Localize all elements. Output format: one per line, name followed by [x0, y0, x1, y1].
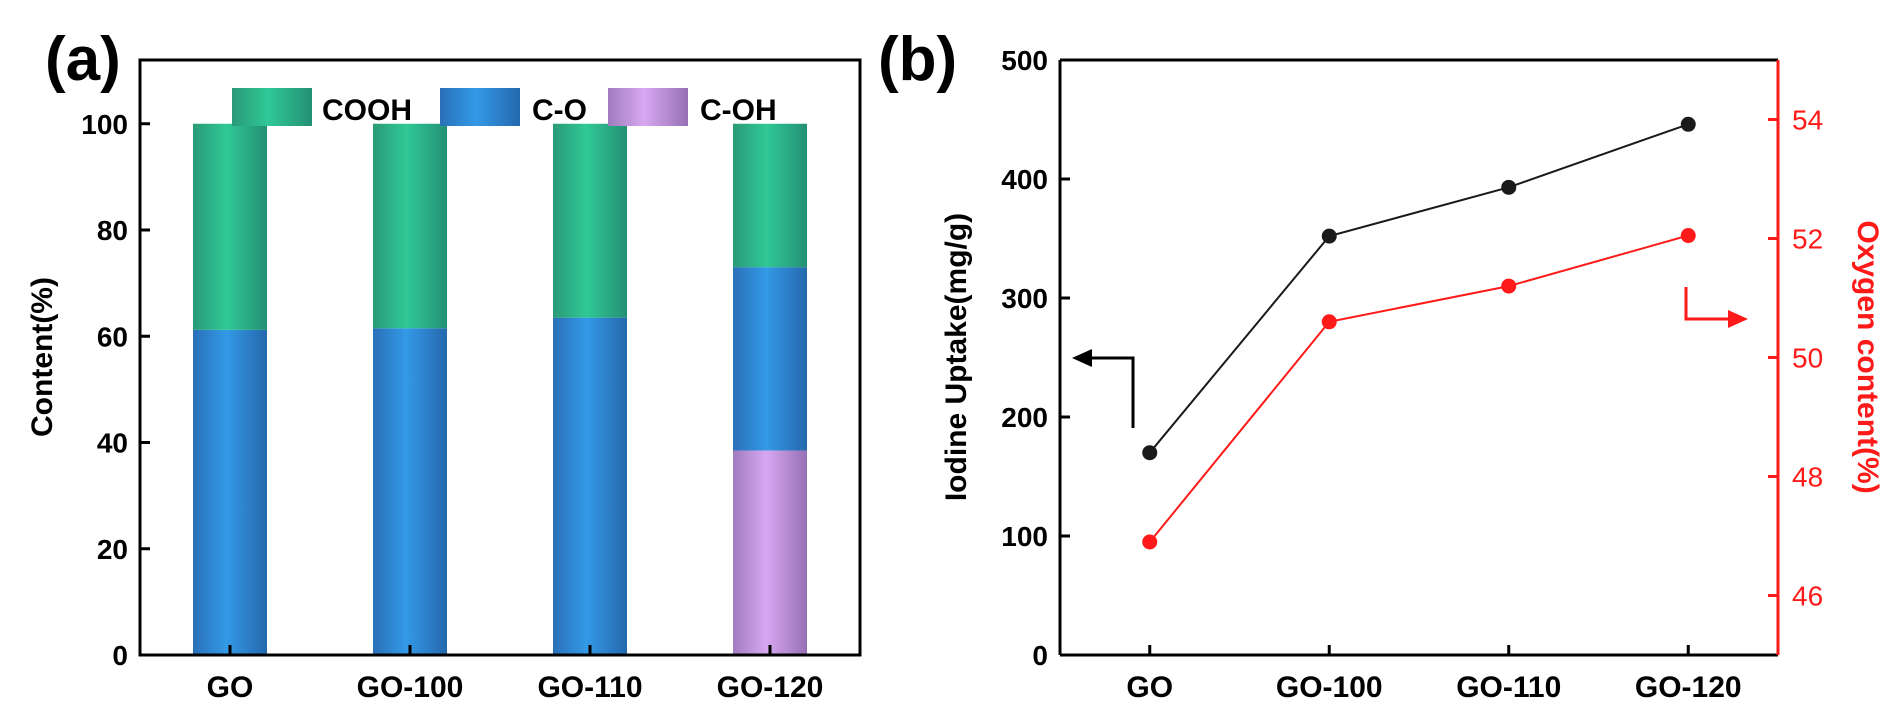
point-iodine-go-100: [1321, 228, 1337, 244]
point-oxygen-go-120: [1680, 228, 1696, 244]
x-tick-label: GO: [1126, 671, 1173, 704]
x-tick-label: GO-110: [1456, 671, 1561, 704]
panel-a-legend: COOH C-O C-OH: [232, 88, 777, 127]
point-iodine-go: [1142, 445, 1158, 461]
y-tick-label: 60: [97, 321, 128, 352]
panel-b-right-y-ticks: 46 48 50 52 54: [1768, 105, 1823, 612]
panel-b-left-y-axis-label: Iodine Uptake(mg/g): [940, 213, 973, 501]
legend-label-cooh: COOH: [322, 94, 412, 127]
bar-c-o-go-100: [373, 328, 447, 655]
x-tick-label: GO-100: [357, 671, 464, 704]
panel-a-plot-frame: [138, 58, 862, 657]
legend-swatch-coh: [608, 88, 688, 126]
panel-b-left-y-ticks: 0 100 200 300 400 500: [1001, 45, 1070, 671]
y-tick-label: 100: [81, 109, 128, 140]
bar-cooh-go-100: [373, 123, 447, 329]
panel-a-stacked-bar-chart: (a) 0 20 40 60 80 100 GO GO-100 GO-110 GO-120 Co…: [26, 25, 862, 704]
legend-label-coh: C-OH: [700, 94, 777, 127]
panel-a-label: (a): [45, 25, 121, 94]
right-y-tick-label: 46: [1792, 581, 1823, 612]
point-iodine-go-120: [1680, 116, 1696, 132]
left-y-tick-label: 300: [1001, 283, 1048, 314]
left-y-tick-label: 400: [1001, 164, 1048, 195]
bar-cooh-go-120: [733, 123, 807, 268]
right-y-tick-label: 52: [1792, 224, 1823, 255]
panel-b-x-ticks: GO GO-100 GO-110 GO-120: [1126, 645, 1742, 704]
y-tick-label: 0: [112, 640, 128, 671]
right-axis-indicator-arrow: [1684, 287, 1748, 328]
x-tick-label: GO-120: [1635, 671, 1742, 704]
point-oxygen-go-110: [1501, 278, 1517, 294]
bar-cooh-go-110: [553, 123, 627, 318]
panel-b-dual-axis-line-chart: (b) 0 100 200 300 400 500 46 48 50 52 54 GO GO-100…: [878, 25, 1884, 704]
bar-c-o-go-110: [553, 317, 627, 655]
legend-swatch-cooh: [232, 88, 312, 126]
x-tick-label: GO-110: [537, 671, 642, 704]
right-y-tick-label: 50: [1792, 343, 1823, 374]
left-axis-indicator-arrow: [1072, 349, 1135, 428]
x-tick-label: GO-100: [1276, 671, 1383, 704]
right-y-tick-label: 48: [1792, 462, 1823, 493]
panel-a-x-ticks: GO GO-100 GO-110 GO-120: [207, 645, 824, 704]
bar-c-o-go-120: [733, 267, 807, 451]
x-tick-label: GO: [207, 671, 254, 704]
panel-b-label: (b): [878, 25, 957, 94]
y-tick-label: 40: [97, 428, 128, 459]
panel-a-y-ticks: 0 20 40 60 80 100: [81, 109, 150, 671]
bar-c-oh-go-120: [733, 450, 807, 655]
y-tick-label: 80: [97, 215, 128, 246]
point-oxygen-go-100: [1321, 314, 1337, 330]
left-y-tick-label: 0: [1032, 640, 1048, 671]
panel-a-bars: [193, 123, 807, 655]
left-y-tick-label: 500: [1001, 45, 1048, 76]
series-line-oxygen-content: [1148, 234, 1689, 543]
legend-swatch-co: [440, 88, 520, 126]
bar-c-o-go: [193, 329, 267, 655]
bar-cooh-go: [193, 123, 267, 330]
left-y-tick-label: 100: [1001, 521, 1048, 552]
series-line-iodine-uptake: [1148, 123, 1689, 454]
point-oxygen-go: [1142, 534, 1158, 550]
y-tick-label: 20: [97, 534, 128, 565]
panel-b-right-y-axis-label: Oxygen content(%): [1851, 220, 1884, 493]
right-y-tick-label: 54: [1792, 105, 1823, 136]
legend-label-co: C-O: [532, 94, 587, 127]
left-y-tick-label: 200: [1001, 402, 1048, 433]
panel-b-lines: [1142, 116, 1696, 550]
panel-a-y-axis-label: Content(%): [26, 277, 59, 437]
x-tick-label: GO-120: [717, 671, 824, 704]
point-iodine-go-110: [1501, 179, 1517, 195]
